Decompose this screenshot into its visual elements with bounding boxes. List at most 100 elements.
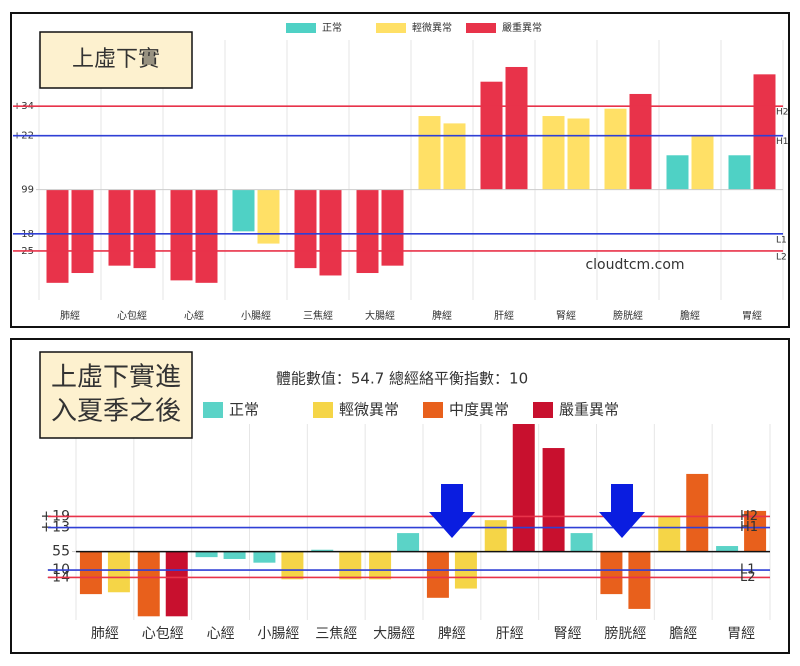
bar [753,74,776,190]
bar [716,546,739,552]
x-tick-label: 心包經 [142,626,184,642]
x-tick-label: 大腸經 [365,309,395,322]
bar [600,551,623,595]
bar [108,189,131,266]
bar [71,189,94,274]
x-tick-label: 肝經 [496,626,524,642]
bar [443,123,466,190]
legend-label: 輕微異常 [412,21,452,34]
x-tick-label: 胃經 [727,626,755,642]
bar [137,551,160,617]
x-tick-label: 膀胱經 [613,309,643,322]
bar [356,189,379,274]
bar [195,551,218,558]
x-tick-label: 胃經 [742,309,762,322]
bar [79,551,102,595]
bar [257,189,280,244]
chart-title: 體能數值：54.7 總經絡平衡指數：10 [276,370,528,388]
reference-label: H1 [740,520,758,535]
bar [686,473,709,552]
bar [604,108,627,190]
bar [223,551,246,559]
bar [253,551,276,563]
bar [542,116,565,190]
bar [165,551,188,617]
x-tick-label: 三焦經 [315,626,357,642]
x-tick-label: 腎經 [554,626,582,642]
reference-label: H1 [776,137,789,147]
bar [107,551,130,593]
annotation-text: 上虛下實 [72,47,160,72]
bar [369,551,392,580]
bar [728,155,751,190]
x-tick-label: 小腸經 [257,626,299,642]
bar [397,533,420,552]
x-tick-label: 小腸經 [241,309,271,322]
reference-label: L1 [776,235,787,245]
reference-label: H2 [776,108,789,118]
x-tick-label: 心經 [184,309,204,322]
bar [629,93,652,190]
bar [666,155,689,190]
bar [512,424,535,552]
x-tick-label: 膽經 [669,625,697,642]
legend-label: 正常 [322,21,342,34]
bar [505,66,528,190]
legend-label: 嚴重異常 [502,21,542,34]
x-tick-label: 膽經 [680,309,700,322]
bar [232,189,255,232]
x-tick-label: 肺經 [91,626,119,642]
x-tick-label: 大腸經 [373,626,415,642]
y-tick-label: 55 [52,544,70,560]
bar [484,520,507,552]
bar [570,533,593,552]
legend-label: 中度異常 [449,401,509,419]
reference-label: L2 [776,252,787,262]
bar [133,189,156,269]
bar [567,118,590,190]
annotation-box [39,31,193,89]
bar [381,189,404,266]
arrow [429,484,645,538]
reference-label: L1 [740,563,756,578]
x-tick-label: 膀胱經 [604,625,646,642]
legend-swatch [423,402,443,418]
bar [46,189,69,283]
bar [691,135,714,190]
legend-swatch [313,402,333,418]
annotation-text: 入夏季之後 [51,397,181,427]
bar [658,516,681,552]
legend-label: 嚴重異常 [559,401,619,419]
bar [170,189,193,281]
bar [319,189,342,276]
bar [311,549,334,552]
reference-label: L2 [740,570,756,585]
legend-swatch [203,402,223,418]
watermark: cloudtcm.com [585,257,684,273]
legend-label: 輕微異常 [339,401,399,419]
x-tick-label: 肺經 [60,309,80,322]
annotation-box [39,351,193,439]
legend-swatch [286,23,316,33]
x-tick-label: 脾經 [438,626,466,642]
legend-label: 正常 [229,401,259,419]
x-tick-label: 脾經 [432,309,452,322]
x-tick-label: 肝經 [494,309,514,322]
y-tick-label: 99 [21,185,34,196]
legend-swatch [466,23,496,33]
bar [418,116,441,190]
legend-swatch [533,402,553,418]
bar [281,551,304,580]
annotation-text: 上虛下實進 [51,363,181,393]
bar [628,551,651,609]
x-tick-label: 腎經 [556,309,576,322]
x-tick-label: 心經 [207,626,235,642]
bar [542,448,565,552]
reference-label: H2 [740,509,758,524]
bar [294,189,317,269]
legend-swatch [376,23,406,33]
bar [426,551,449,598]
bar [339,551,362,580]
x-tick-label: 三焦經 [303,309,333,322]
